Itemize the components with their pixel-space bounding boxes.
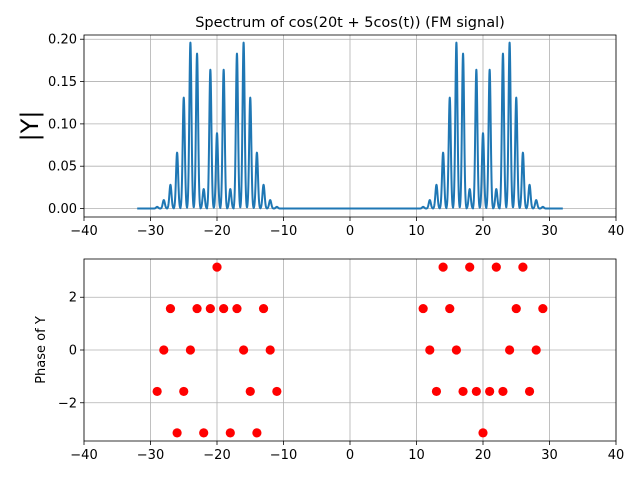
top-chart-xtick-label: −10: [270, 224, 297, 239]
bottom-chart-xtick-label: 20: [475, 448, 492, 463]
phase-point: [172, 428, 182, 438]
phase-point: [265, 345, 275, 355]
phase-point: [252, 428, 262, 438]
bottom-chart-ylabel: Phase of Y: [34, 316, 49, 384]
phase-point: [478, 428, 488, 438]
top-chart-ytick-label: 0.10: [48, 117, 77, 132]
bottom-plot-area: −40 −30 −20 −10 0 10 20 30 40−202: [58, 258, 625, 463]
top-plot-area: −40 −30 −20 −10 0 10 20 30 40 0.00 0.05 0.10 0.15 0.2…: [48, 33, 624, 239]
bottom-chart-ytick-label: 2: [69, 291, 77, 306]
top-chart-xtick-label: 10: [408, 224, 425, 239]
bottom-chart-xtick-label: −40: [70, 448, 97, 463]
phase-point: [531, 345, 541, 355]
phase-point: [465, 262, 475, 272]
phase-point: [418, 303, 428, 314]
phase-point: [258, 303, 269, 314]
phase-point: [491, 262, 501, 272]
phase-point: [505, 345, 515, 355]
top-chart-xtick-label: −30: [137, 224, 164, 239]
top-chart-ytick-label: 0.00: [48, 202, 77, 217]
top-chart-title: Spectrum of cos(20t + 5cos(t)) (FM signa…: [195, 15, 505, 31]
phase-point: [225, 428, 235, 438]
phase-point: [431, 386, 442, 397]
bottom-chart-ytick-label: −2: [58, 396, 77, 411]
phase-point: [219, 303, 229, 314]
phase-point: [152, 386, 162, 397]
bottom-chart-xtick-label: −30: [137, 448, 164, 463]
bottom-chart-xtick-label: −10: [270, 448, 297, 463]
top-chart-xtick-label: −40: [70, 224, 97, 239]
phase-point: [471, 386, 481, 397]
phase-point: [451, 345, 461, 355]
phase-point: [245, 386, 255, 397]
phase-point: [524, 386, 535, 397]
phase-point: [199, 428, 209, 438]
top-chart-xtick-label: 20: [475, 224, 492, 239]
bottom-chart-xtick-label: 10: [408, 448, 425, 463]
phase-point: [438, 262, 448, 272]
spectrum-line: [136, 41, 564, 210]
bottom-chart-xtick-label: −20: [203, 448, 230, 463]
phase-point: [518, 262, 528, 272]
top-chart-ytick-label: 0.20: [48, 33, 77, 48]
top-chart-xtick-label: 30: [541, 224, 558, 239]
bottom-chart-xtick-label: 40: [608, 448, 625, 463]
phase-point: [458, 386, 468, 397]
phase-point: [212, 262, 222, 272]
bottom-chart-ytick-label: 0: [69, 344, 77, 359]
phase-point: [192, 303, 202, 314]
phase-point: [179, 386, 189, 397]
phase-point: [538, 303, 548, 314]
phase-point: [232, 303, 242, 314]
bottom-chart-xtick-label: 30: [541, 448, 558, 463]
top-chart-xtick-label: 0: [346, 224, 354, 239]
phase-point: [239, 345, 249, 355]
top-chart-ylabel: |Y|: [16, 111, 44, 142]
top-chart-xtick-label: −20: [203, 224, 230, 239]
phase-point: [185, 345, 195, 355]
phase-point: [425, 345, 435, 355]
bottom-chart-xtick-label: 0: [346, 448, 354, 463]
phase-point: [511, 303, 521, 314]
phase-point: [272, 386, 282, 397]
phase-point: [205, 303, 215, 314]
phase-point: [165, 303, 176, 314]
phase-point: [159, 345, 169, 355]
top-chart-ytick-label: 0.05: [48, 160, 77, 175]
phase-point: [445, 303, 455, 314]
phase-point: [498, 386, 508, 397]
top-chart-xtick-label: 40: [608, 224, 625, 239]
phase-point: [485, 386, 495, 397]
top-chart-ytick-label: 0.15: [48, 75, 77, 90]
